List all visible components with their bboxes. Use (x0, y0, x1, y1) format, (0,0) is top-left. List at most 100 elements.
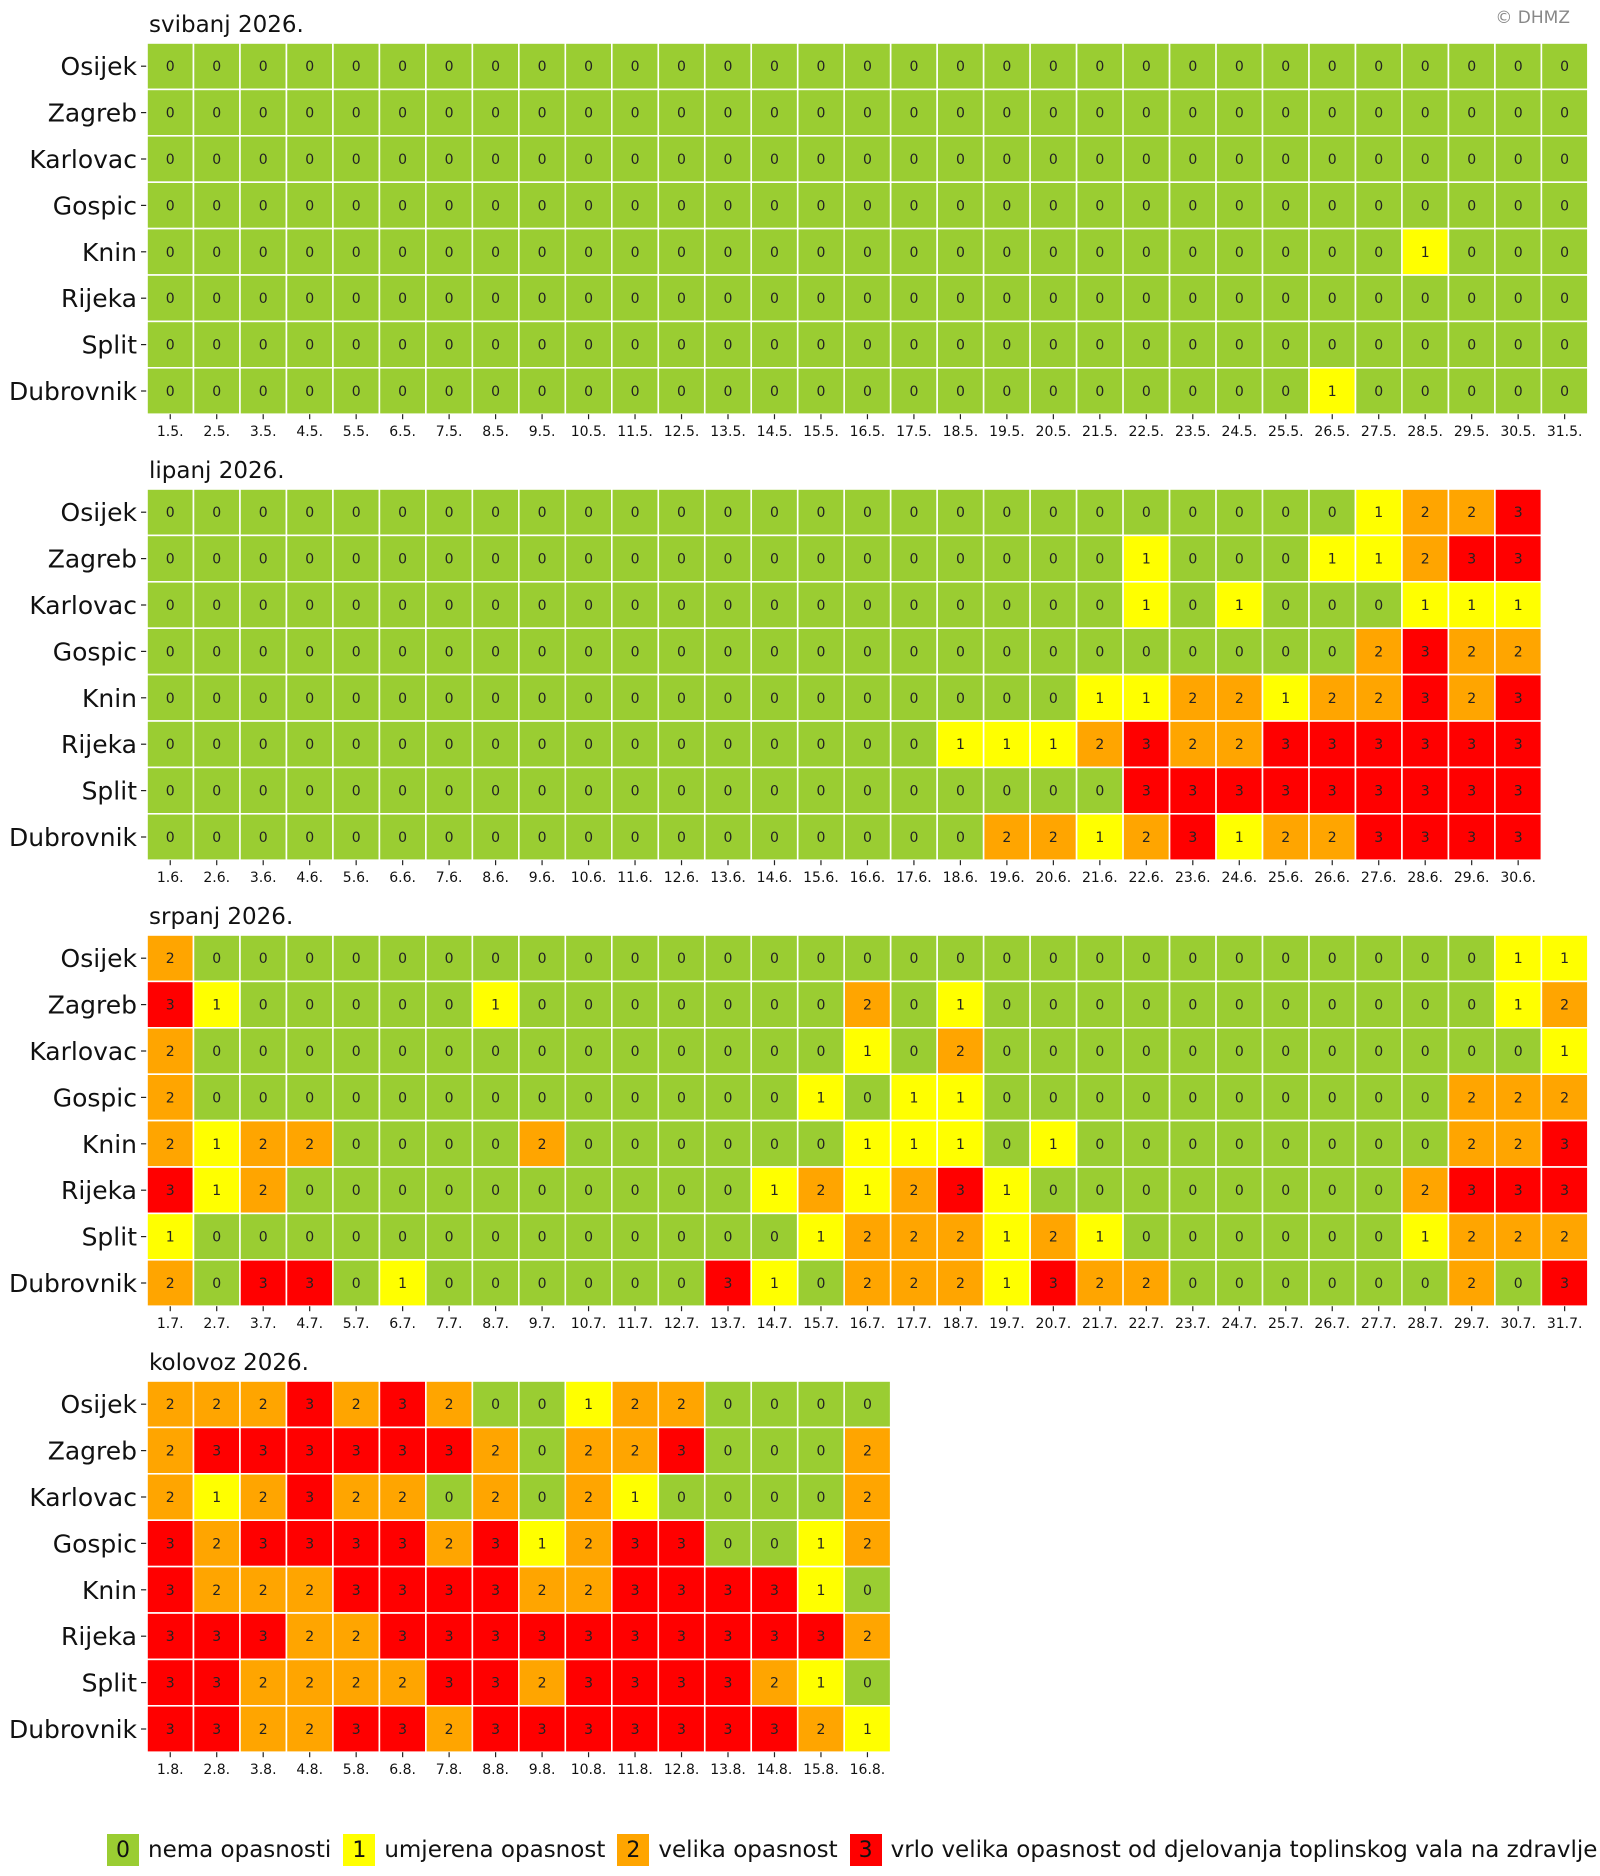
cell-value-label: 2 (631, 1444, 640, 1460)
cell-value-label: 0 (1281, 198, 1290, 214)
heatmap-cell (239, 1027, 288, 1076)
cell-value-label: 0 (1421, 384, 1430, 400)
cell-value-label: 0 (445, 106, 454, 122)
column-label: 3.7. (250, 1316, 277, 1332)
heatmap-cell (1447, 580, 1496, 629)
cell-value-label: 1 (1560, 951, 1569, 967)
cell-value-label: 0 (677, 1183, 686, 1199)
column-label: 21.7. (1082, 1316, 1118, 1332)
cell-value-label: 0 (1095, 1137, 1104, 1153)
cell-value-label: 0 (305, 505, 314, 521)
cell-value-label: 0 (259, 737, 268, 753)
column-label: 24.5. (1221, 424, 1257, 440)
cell-value-label: 3 (1467, 830, 1476, 846)
cell-value-label: 0 (1002, 598, 1011, 614)
legend: 0 nema opasnosti 1 umjerena opasnost 2 velika… (107, 1834, 1600, 1866)
cell-value-label: 0 (770, 384, 779, 400)
cell-value-label: 0 (584, 644, 593, 660)
cell-value-label: 0 (1328, 59, 1337, 75)
heatmap-cell (285, 1658, 334, 1707)
heatmap-cell (936, 627, 985, 676)
heatmap-cell (378, 42, 427, 91)
column-label: 14.7. (757, 1316, 793, 1332)
column-label: 2.6. (203, 870, 230, 886)
heatmap-cell (1261, 488, 1310, 537)
cell-value-label: 0 (1328, 1137, 1337, 1153)
cell-value-label: 0 (724, 291, 733, 307)
heatmap-cell (564, 1426, 613, 1475)
cell-value-label: 0 (538, 552, 547, 568)
cell-value-label: 0 (352, 59, 361, 75)
heatmap-cell (1447, 980, 1496, 1029)
cell-value-label: 0 (1514, 198, 1523, 214)
heatmap-cell (1168, 1119, 1217, 1168)
cell-value-label: 1 (1514, 951, 1523, 967)
heatmap-cell (1168, 488, 1217, 537)
heatmap-cell (378, 1380, 427, 1429)
cell-value-label: 3 (166, 1722, 175, 1738)
cell-value-label: 0 (909, 691, 918, 707)
cell-value-label: 0 (1188, 1044, 1197, 1060)
cell-value-label: 0 (352, 1276, 361, 1292)
cell-value-label: 0 (724, 1230, 733, 1246)
heatmap-cell (796, 366, 845, 415)
cell-value-label: 1 (491, 998, 500, 1014)
heatmap-cell (1540, 366, 1589, 415)
heatmap-cell (750, 580, 799, 629)
cell-value-label: 1 (1328, 384, 1337, 400)
cell-value-label: 0 (445, 505, 454, 521)
cell-value-label: 0 (491, 951, 500, 967)
cell-value-label: 2 (863, 1230, 872, 1246)
cell-value-label: 0 (956, 106, 965, 122)
cell-value-label: 0 (445, 152, 454, 168)
heatmap-cell (1354, 720, 1403, 769)
heatmap-cell (471, 1380, 520, 1429)
cell-value-label: 2 (212, 1583, 221, 1599)
cell-value-label: 0 (212, 598, 221, 614)
row-label: Gospic (53, 637, 137, 666)
cell-value-label: 0 (1235, 1276, 1244, 1292)
cell-value-label: 2 (584, 1444, 593, 1460)
cell-value-label: 1 (1095, 830, 1104, 846)
cell-value-label: 0 (398, 1044, 407, 1060)
cell-value-label: 3 (1049, 1276, 1058, 1292)
cell-value-label: 2 (166, 1090, 175, 1106)
cell-value-label: 0 (631, 384, 640, 400)
heatmap-cell (1447, 720, 1496, 769)
cell-value-label: 3 (166, 1183, 175, 1199)
cell-value-label: 0 (1095, 245, 1104, 261)
column-label: 11.7. (617, 1316, 653, 1332)
cell-value-label: 0 (1467, 291, 1476, 307)
column-label: 14.5. (757, 424, 793, 440)
cell-value-label: 2 (352, 1490, 361, 1506)
heatmap-cell (1168, 227, 1217, 276)
cell-value-label: 3 (212, 1722, 221, 1738)
cell-value-label: 0 (1142, 338, 1151, 354)
cell-value-label: 0 (1235, 644, 1244, 660)
heatmap-cell (146, 1380, 195, 1429)
heatmap-cell (1122, 673, 1171, 722)
heatmap-cell (750, 627, 799, 676)
cell-value-label: 2 (538, 1583, 547, 1599)
heatmap-cell (610, 1380, 660, 1429)
cell-value-label: 0 (584, 784, 593, 800)
heatmap-cell (518, 366, 567, 415)
heatmap-cell (1215, 366, 1264, 415)
column-label: 1.5. (157, 424, 184, 440)
cell-value-label: 0 (1095, 784, 1104, 800)
heatmap-cell (425, 766, 474, 815)
heatmap-cell (843, 812, 892, 861)
cell-value-label: 0 (677, 152, 686, 168)
column-label: 10.7. (571, 1316, 607, 1332)
cell-value-label: 3 (770, 1583, 779, 1599)
heatmap-cell (657, 88, 706, 137)
heatmap-cell (285, 1705, 334, 1754)
cell-value-label: 0 (445, 291, 454, 307)
heatmap-cell (843, 934, 892, 983)
cell-value-label: 3 (584, 1676, 593, 1692)
heatmap-cell (239, 812, 288, 861)
heatmap-cell (378, 1426, 427, 1475)
heatmap-cell (378, 1658, 427, 1707)
heatmap-cell (1215, 1027, 1264, 1076)
cell-value-label: 0 (212, 291, 221, 307)
